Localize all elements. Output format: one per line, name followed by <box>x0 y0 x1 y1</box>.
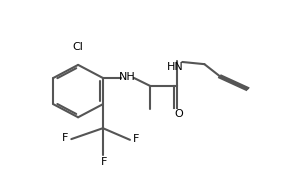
Text: F: F <box>62 133 68 143</box>
Text: Cl: Cl <box>73 42 84 52</box>
Text: F: F <box>101 157 107 167</box>
Text: O: O <box>174 109 183 119</box>
Text: NH: NH <box>119 72 136 82</box>
Text: HN: HN <box>167 62 183 72</box>
Text: F: F <box>133 134 140 144</box>
